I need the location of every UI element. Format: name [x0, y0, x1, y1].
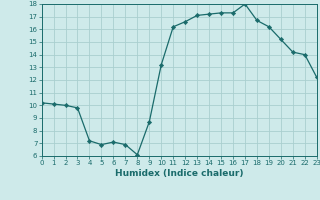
- X-axis label: Humidex (Indice chaleur): Humidex (Indice chaleur): [115, 169, 244, 178]
